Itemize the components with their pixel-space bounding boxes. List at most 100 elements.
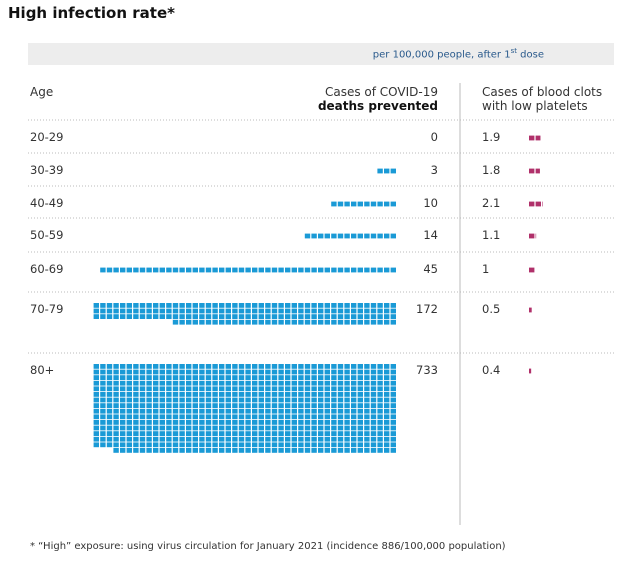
death-dot — [390, 267, 396, 273]
clots-value-label: 1.8 — [482, 163, 500, 177]
death-dot — [351, 442, 357, 448]
death-dot — [258, 364, 264, 369]
death-dot — [331, 386, 337, 392]
death-dot — [205, 375, 212, 380]
death-dot — [285, 308, 291, 314]
death-dot — [120, 408, 126, 414]
death-dot — [225, 369, 231, 375]
death-dot — [93, 414, 99, 420]
death-dot — [113, 392, 119, 397]
death-dot — [225, 436, 231, 442]
death-dot — [232, 414, 238, 420]
death-dot — [153, 448, 159, 453]
death-dot — [344, 425, 350, 431]
death-dot — [318, 414, 324, 420]
death-dot — [337, 414, 344, 420]
death-dot — [370, 442, 377, 448]
death-dot — [100, 364, 106, 369]
death-dot — [205, 397, 212, 403]
death-dot — [146, 408, 152, 414]
death-dot — [245, 392, 251, 397]
death-dot — [186, 319, 192, 325]
death-dot — [351, 386, 357, 392]
death-dot — [324, 414, 330, 420]
death-dot — [265, 308, 271, 314]
death-dot — [384, 369, 390, 375]
death-dot — [113, 303, 119, 308]
death-dot — [291, 319, 297, 325]
death-dot — [252, 431, 258, 436]
death-dot — [225, 448, 231, 453]
death-dot — [219, 308, 225, 314]
death-dot — [219, 403, 225, 408]
death-dot — [120, 420, 126, 425]
death-dot — [126, 392, 132, 397]
death-dot — [265, 392, 271, 397]
death-dot — [179, 403, 185, 408]
death-dot — [232, 397, 238, 403]
death-dot — [245, 319, 251, 325]
death-dot — [278, 425, 284, 431]
death-dot — [153, 375, 159, 380]
death-dot — [252, 392, 258, 397]
death-dot — [357, 369, 363, 375]
death-dot — [298, 267, 304, 273]
death-dot — [172, 442, 179, 448]
death-dot — [364, 420, 370, 425]
clot-mark — [529, 201, 535, 207]
death-dot — [331, 403, 337, 408]
death-dot — [344, 442, 350, 448]
death-dot — [126, 425, 132, 431]
death-dot — [252, 314, 258, 319]
death-dot — [390, 397, 396, 403]
death-dot — [324, 403, 330, 408]
death-dot — [120, 397, 126, 403]
death-dot — [212, 303, 218, 308]
death-dot — [298, 303, 304, 308]
death-dot — [153, 414, 159, 420]
death-dot — [271, 308, 278, 314]
death-dot — [153, 314, 159, 319]
death-dot — [304, 233, 311, 239]
death-dot — [186, 425, 192, 431]
death-dot — [384, 375, 390, 380]
death-dot — [258, 303, 264, 308]
death-dot — [384, 408, 390, 414]
death-dot — [390, 448, 396, 453]
death-dot — [245, 380, 251, 386]
death-dot — [357, 392, 363, 397]
death-dot — [113, 397, 119, 403]
death-dot — [126, 375, 132, 380]
death-dot — [311, 436, 317, 442]
death-dot — [351, 436, 357, 442]
death-dot — [304, 364, 311, 369]
death-dot — [318, 431, 324, 436]
death-dot — [166, 375, 172, 380]
death-dot — [311, 425, 317, 431]
death-dot — [146, 380, 152, 386]
death-dot — [351, 369, 357, 375]
death-dot — [113, 267, 119, 273]
death-dot — [192, 303, 198, 308]
death-dot — [384, 233, 390, 239]
death-dot — [377, 425, 383, 431]
death-dot — [219, 408, 225, 414]
death-dot — [370, 448, 377, 453]
death-dot — [225, 375, 231, 380]
death-dot — [265, 442, 271, 448]
death-dot — [146, 397, 152, 403]
death-dot — [172, 267, 179, 273]
death-dot — [304, 386, 311, 392]
death-dot — [100, 375, 106, 380]
death-dot — [285, 303, 291, 308]
death-dot — [153, 308, 159, 314]
death-dot — [324, 233, 330, 239]
death-dot — [298, 442, 304, 448]
death-dot — [285, 436, 291, 442]
death-dot — [298, 364, 304, 369]
death-dot — [298, 414, 304, 420]
death-dot — [337, 267, 344, 273]
death-dot — [351, 448, 357, 453]
death-dot — [390, 233, 396, 239]
death-dot — [298, 308, 304, 314]
